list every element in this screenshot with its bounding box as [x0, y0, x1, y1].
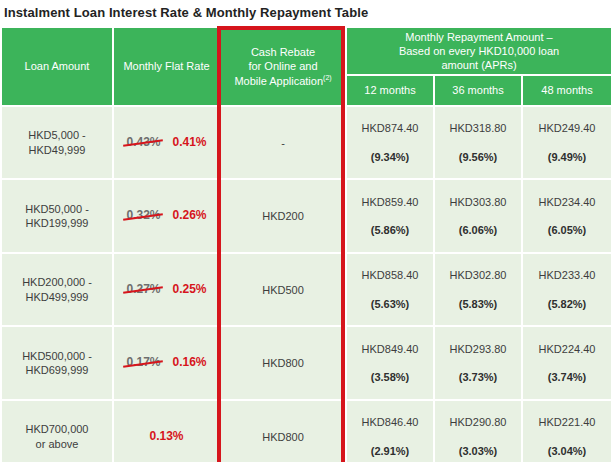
- repayment-amount: HKD303.80: [435, 195, 521, 209]
- instalment-loan-rate-table: Loan Amount Monthly Flat Rate Cash Rebat…: [0, 26, 613, 462]
- repayment-amount: HKD249.40: [523, 121, 611, 135]
- header-tenor-36-months: 36 months: [434, 75, 522, 106]
- flat-rate-cell: 0.43% 0.41%: [113, 106, 220, 179]
- repayment-12m-cell: HKD859.40 (5.86%): [346, 179, 434, 252]
- repayment-12m-cell: HKD874.40 (9.34%): [346, 106, 434, 179]
- repayment-amount: HKD293.80: [435, 342, 521, 356]
- repayment-48m-cell: HKD249.40 (9.49%): [522, 106, 612, 179]
- loan-amount-cell: HKD700,000 or above: [1, 400, 113, 462]
- flat-rate-cell: 0.13%: [113, 400, 220, 462]
- cash-rebate-cell: HKD200: [220, 179, 346, 252]
- repayment-amount: HKD874.40: [347, 121, 433, 135]
- repayment-amount: HKD224.40: [523, 342, 611, 356]
- repayment-amount: HKD858.40: [347, 268, 433, 282]
- loan-amount-cell: HKD50,000 - HKD199,999: [1, 179, 113, 252]
- header-cash-rebate: Cash Rebate for Online and Mobile Applic…: [220, 27, 346, 106]
- repayment-amount: HKD234.40: [523, 195, 611, 209]
- repayment-apr: (5.63%): [347, 297, 433, 311]
- repayment-48m-cell: HKD234.40 (6.05%): [522, 179, 612, 252]
- cash-rebate-cell: HKD800: [220, 326, 346, 399]
- loan-amount-cell: HKD500,000 - HKD699,999: [1, 326, 113, 399]
- repayment-36m-cell: HKD293.80 (3.73%): [434, 326, 522, 399]
- repayment-amount: HKD302.80: [435, 268, 521, 282]
- repayment-36m-cell: HKD290.80 (3.03%): [434, 400, 522, 462]
- repayment-apr: (2.91%): [347, 444, 433, 458]
- page-title: Instalment Loan Interest Rate & Monthly …: [0, 0, 613, 20]
- table-row: HKD500,000 - HKD699,999 0.17% 0.16% HKD8…: [1, 326, 612, 399]
- new-rate: 0.26%: [173, 208, 207, 224]
- repayment-apr: (6.05%): [523, 223, 611, 237]
- header-cash-rebate-text: Cash Rebate for Online and Mobile Applic…: [234, 46, 323, 87]
- repayment-amount: HKD859.40: [347, 195, 433, 209]
- repayment-apr: (3.04%): [523, 444, 611, 458]
- rate-table-container: Loan Amount Monthly Flat Rate Cash Rebat…: [0, 26, 613, 462]
- repayment-48m-cell: HKD221.40 (3.04%): [522, 400, 612, 462]
- header-loan-amount: Loan Amount: [1, 27, 113, 106]
- repayment-apr: (6.06%): [435, 223, 521, 237]
- repayment-apr: (9.49%): [523, 150, 611, 164]
- repayment-apr: (3.03%): [435, 444, 521, 458]
- cash-rebate-cell: HKD800: [220, 400, 346, 462]
- loan-amount-cell: HKD200,000 - HKD499,999: [1, 253, 113, 326]
- repayment-amount: HKD233.40: [523, 268, 611, 282]
- repayment-apr: (9.56%): [435, 150, 521, 164]
- new-rate: 0.41%: [173, 135, 207, 151]
- header-monthly-flat-rate: Monthly Flat Rate: [113, 27, 220, 106]
- repayment-12m-cell: HKD846.40 (2.91%): [346, 400, 434, 462]
- repayment-amount: HKD849.40: [347, 342, 433, 356]
- old-rate-strikethrough: 0.32%: [126, 208, 160, 224]
- repayment-amount: HKD318.80: [435, 121, 521, 135]
- repayment-12m-cell: HKD849.40 (3.58%): [346, 326, 434, 399]
- repayment-48m-cell: HKD233.40 (5.82%): [522, 253, 612, 326]
- header-repayment-group: Monthly Repayment Amount – Based on ever…: [346, 27, 612, 75]
- cash-rebate-cell: HKD500: [220, 253, 346, 326]
- repayment-apr: (5.83%): [435, 297, 521, 311]
- old-rate-strikethrough: 0.27%: [126, 282, 160, 298]
- cash-rebate-cell: -: [220, 106, 346, 179]
- repayment-36m-cell: HKD318.80 (9.56%): [434, 106, 522, 179]
- header-tenor-48-months: 48 months: [522, 75, 612, 106]
- header-tenor-12-months: 12 months: [346, 75, 434, 106]
- table-row: HKD5,000 - HKD49,999 0.43% 0.41% - HKD87…: [1, 106, 612, 179]
- repayment-apr: (5.82%): [523, 297, 611, 311]
- repayment-amount: HKD290.80: [435, 415, 521, 429]
- new-rate: 0.13%: [149, 429, 183, 445]
- repayment-apr: (3.74%): [523, 370, 611, 384]
- repayment-48m-cell: HKD224.40 (3.74%): [522, 326, 612, 399]
- old-rate-strikethrough: 0.43%: [126, 135, 160, 151]
- flat-rate-cell: 0.27% 0.25%: [113, 253, 220, 326]
- loan-amount-cell: HKD5,000 - HKD49,999: [1, 106, 113, 179]
- old-rate-strikethrough: 0.17%: [126, 355, 160, 371]
- table-row: HKD50,000 - HKD199,999 0.32% 0.26% HKD20…: [1, 179, 612, 252]
- repayment-amount: HKD221.40: [523, 415, 611, 429]
- repayment-12m-cell: HKD858.40 (5.63%): [346, 253, 434, 326]
- repayment-36m-cell: HKD302.80 (5.83%): [434, 253, 522, 326]
- repayment-apr: (3.73%): [435, 370, 521, 384]
- flat-rate-cell: 0.17% 0.16%: [113, 326, 220, 399]
- new-rate: 0.16%: [173, 355, 207, 371]
- repayment-apr: (9.34%): [347, 150, 433, 164]
- repayment-apr: (5.86%): [347, 223, 433, 237]
- flat-rate-cell: 0.32% 0.26%: [113, 179, 220, 252]
- table-row: HKD700,000 or above 0.13% HKD800 HKD846.…: [1, 400, 612, 462]
- new-rate: 0.25%: [173, 282, 207, 298]
- repayment-amount: HKD846.40: [347, 415, 433, 429]
- repayment-36m-cell: HKD303.80 (6.06%): [434, 179, 522, 252]
- footnote-ref-2: (2): [323, 74, 332, 81]
- repayment-apr: (3.58%): [347, 370, 433, 384]
- table-row: HKD200,000 - HKD499,999 0.27% 0.25% HKD5…: [1, 253, 612, 326]
- page: Instalment Loan Interest Rate & Monthly …: [0, 0, 613, 462]
